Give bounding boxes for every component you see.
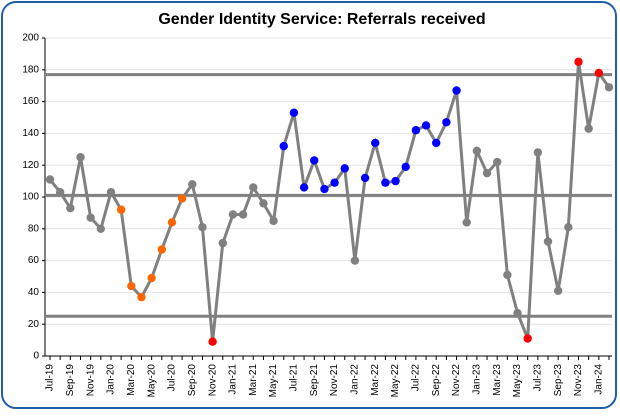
data-point xyxy=(198,223,207,232)
data-point xyxy=(564,223,573,232)
data-point xyxy=(482,168,492,178)
data-point xyxy=(493,157,502,167)
data-point xyxy=(401,162,410,171)
data-point xyxy=(360,173,370,183)
data-point xyxy=(177,194,187,203)
x-tick-label: Nov-23 xyxy=(573,364,584,397)
x-tick-label: Sep-21 xyxy=(309,364,320,397)
data-point xyxy=(96,224,106,233)
data-point xyxy=(503,270,512,280)
x-tick-label: Jul-22 xyxy=(411,364,422,392)
y-tick-label: 120 xyxy=(22,160,39,171)
x-tick-label: Nov-22 xyxy=(451,364,462,397)
data-point xyxy=(391,176,400,186)
data-point xyxy=(604,83,614,92)
x-tick-label: Jan-22 xyxy=(350,364,361,395)
y-tick-label: 180 xyxy=(22,64,39,75)
x-tick-label: Nov-19 xyxy=(85,364,96,397)
x-tick-label: Mar-22 xyxy=(370,364,381,396)
data-point xyxy=(472,146,482,156)
data-point xyxy=(259,199,268,208)
x-tick-label: Jan-20 xyxy=(106,364,117,395)
y-tick-label: 40 xyxy=(28,287,40,298)
data-point xyxy=(137,292,146,302)
x-tick-label: May-20 xyxy=(146,364,157,398)
data-point xyxy=(442,118,451,127)
x-tick-label: Sep-19 xyxy=(65,364,76,397)
data-point xyxy=(350,256,360,265)
data-point xyxy=(553,286,563,296)
data-point xyxy=(371,138,380,148)
data-point xyxy=(167,218,177,227)
x-tick-label: May-23 xyxy=(512,364,523,398)
data-point xyxy=(462,218,471,227)
data-point xyxy=(76,153,85,162)
data-point xyxy=(411,126,421,135)
data-point xyxy=(157,245,166,254)
data-point xyxy=(66,203,75,213)
data-point xyxy=(574,57,583,67)
data-point xyxy=(381,178,390,187)
x-tick-label: Sep-20 xyxy=(187,364,198,397)
data-point xyxy=(543,237,553,246)
data-point xyxy=(127,281,136,291)
x-tick-label: Jul-21 xyxy=(289,364,300,392)
x-tick-label: Jul-20 xyxy=(167,364,178,392)
data-point xyxy=(330,178,339,187)
y-tick-label: 60 xyxy=(28,255,40,266)
y-tick-label: 80 xyxy=(28,223,40,234)
x-tick-label: Mar-21 xyxy=(248,364,259,396)
x-tick-label: Jan-21 xyxy=(228,364,239,395)
data-point xyxy=(533,148,543,157)
x-tick-label: Mar-23 xyxy=(492,364,503,396)
data-point xyxy=(106,188,116,197)
y-tick-label: 200 xyxy=(22,33,39,44)
data-point xyxy=(218,238,227,248)
y-tick-label: 20 xyxy=(28,319,40,330)
data-point xyxy=(86,213,95,222)
x-tick-label: Nov-20 xyxy=(207,364,218,397)
data-point xyxy=(432,138,441,148)
frame xyxy=(1,1,617,409)
data-point xyxy=(147,273,156,283)
data-point xyxy=(45,175,55,184)
x-tick-label: May-21 xyxy=(268,364,279,398)
data-point xyxy=(208,337,217,346)
data-point xyxy=(279,141,288,151)
y-tick-label: 140 xyxy=(22,128,39,139)
data-point xyxy=(310,156,319,165)
x-tick-label: Sep-23 xyxy=(553,364,564,397)
x-tick-label: Jan-23 xyxy=(472,364,483,395)
data-point xyxy=(340,164,349,173)
data-point xyxy=(523,334,532,343)
data-point xyxy=(228,210,238,219)
data-point xyxy=(513,308,522,318)
data-point xyxy=(584,124,593,133)
x-tick-label: May-22 xyxy=(390,364,401,398)
x-tick-label: Jan-24 xyxy=(593,364,604,395)
data-point xyxy=(299,183,309,192)
data-point xyxy=(249,183,258,192)
y-tick-label: 160 xyxy=(22,96,39,107)
data-point xyxy=(238,210,248,219)
data-point xyxy=(452,86,461,95)
data-point xyxy=(320,184,329,194)
data-point xyxy=(116,205,126,214)
x-tick-label: Jul-19 xyxy=(45,364,56,392)
data-point xyxy=(269,216,278,226)
x-tick-label: Mar-20 xyxy=(126,364,137,396)
y-tick-label: 0 xyxy=(33,351,39,362)
data-point xyxy=(188,180,197,189)
x-tick-label: Sep-22 xyxy=(431,364,442,397)
y-tick-label: 100 xyxy=(22,192,39,203)
data-point xyxy=(55,188,65,197)
data-point xyxy=(594,68,604,78)
data-point xyxy=(421,121,431,130)
x-tick-label: Nov-21 xyxy=(329,364,340,397)
x-tick-label: Jul-23 xyxy=(532,364,543,392)
data-point xyxy=(289,108,299,117)
chart-title: Gender Identity Service: Referrals recei… xyxy=(158,11,485,28)
